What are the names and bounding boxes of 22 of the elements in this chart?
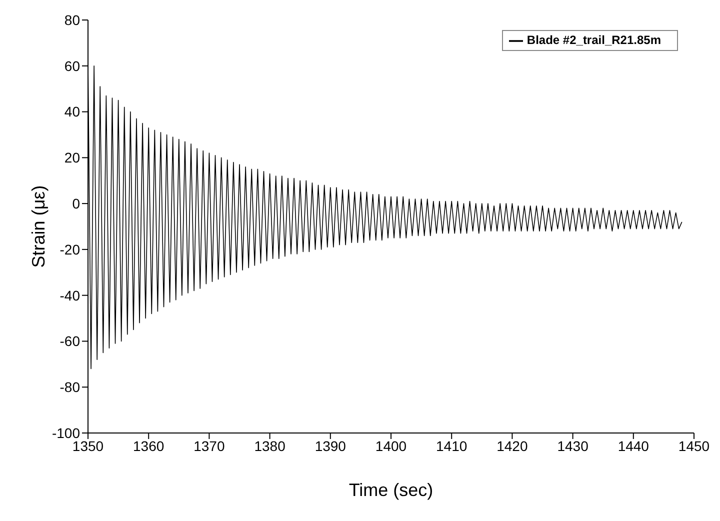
y-tick-label: -60: [60, 333, 80, 350]
x-tick-label: 1430: [557, 438, 589, 454]
x-tick-label: 1420: [496, 438, 528, 454]
y-tick-label: 40: [64, 104, 80, 120]
y-axis-title: Strain (με): [28, 185, 48, 268]
y-tick-label: 80: [64, 12, 80, 28]
x-tick-label: 1390: [314, 438, 346, 454]
x-tick-label: 1360: [133, 438, 164, 454]
y-tick-label: 20: [64, 150, 80, 166]
x-tick-label: 1380: [254, 438, 286, 454]
x-tick-label: 1440: [618, 438, 650, 454]
x-tick-label: 1370: [194, 438, 225, 454]
y-tick-label: 0: [72, 196, 80, 212]
x-tick-label: 1450: [678, 438, 710, 454]
x-axis-title: Time (sec): [348, 480, 434, 500]
y-tick-label: 60: [64, 58, 80, 74]
x-tick-label: 1400: [375, 438, 407, 454]
y-tick-label: -40: [60, 287, 80, 304]
legend-label: Blade #2_trail_R21.85m: [526, 33, 661, 47]
y-tick-label: -80: [60, 379, 80, 396]
x-tick-label: 1410: [436, 438, 468, 454]
y-tick-label: -20: [60, 241, 80, 258]
